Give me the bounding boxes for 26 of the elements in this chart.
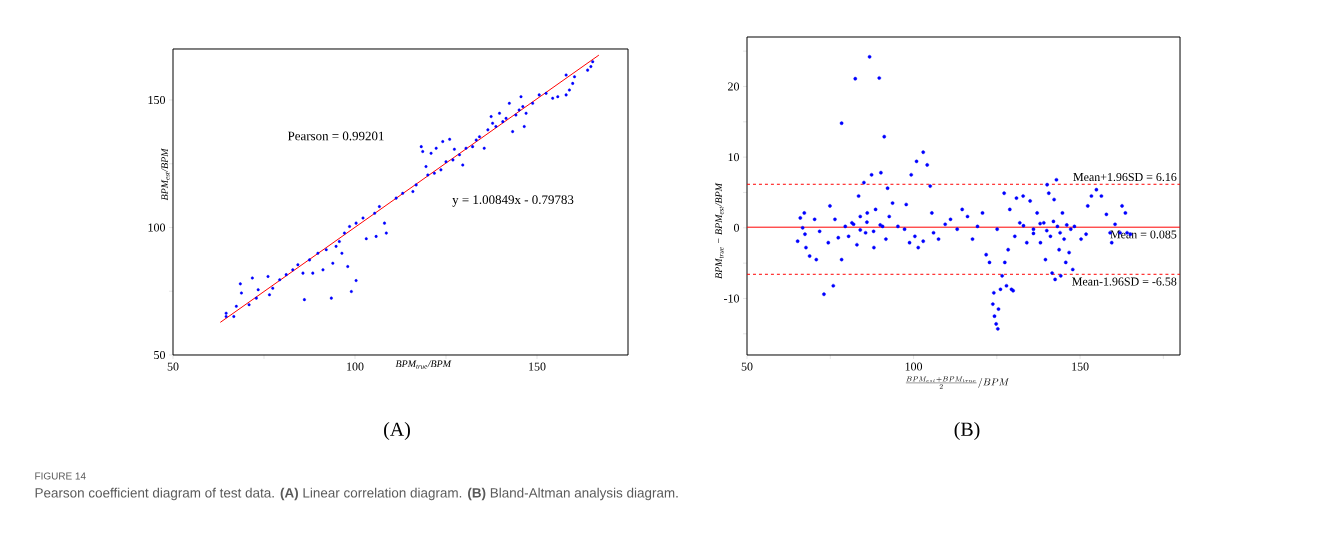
ref-line-label: Mean+1.96SD = 6.16 xyxy=(1073,172,1177,182)
x-tick-label: 150 xyxy=(529,362,546,371)
ref-line-label: Mean = 0.085 xyxy=(1110,230,1177,239)
text: Pearson coefficient diagram of test data. (A) Linear correlation diagram. (B) Bland-Altman analysis diagram. xyxy=(35,487,678,501)
y-tick-label: 0 xyxy=(733,223,740,232)
y-tick-label: 10 xyxy=(728,153,740,162)
ref-line-label: Mean-1.96SD = -6.58 xyxy=(1072,277,1177,286)
x-axis-title: $\frac{BPM_{est}+BPM_{true}}{2}/BPM$ xyxy=(905,376,1010,389)
text: (B) xyxy=(954,421,980,441)
annotation: Pearson = 0.99201 xyxy=(287,131,384,141)
text: (A) xyxy=(384,421,410,441)
x-tick-label: 150 xyxy=(1072,362,1089,371)
annotation: y = 1.00849x - 0.79783 xyxy=(452,195,574,207)
caption: FIGURE 14 xyxy=(35,472,86,480)
y-axis-title: BPM$_{true}$ − BPM$_{est}$/BPM xyxy=(715,182,724,279)
x-axis-title: BPM$_{true}$/BPM xyxy=(395,360,452,369)
x-tick-label: 100 xyxy=(347,362,364,371)
y-tick-label: 100 xyxy=(148,223,166,232)
y-tick-label: 20 xyxy=(728,82,740,91)
y-tick-label: 150 xyxy=(148,95,166,105)
x-tick-label: 50 xyxy=(741,362,753,371)
y-tick-label: -10 xyxy=(723,294,740,303)
x-tick-label: 100 xyxy=(905,362,923,371)
x-tick-label: 50 xyxy=(167,362,179,371)
y-axis-title: BPM$_{est}$/BPM xyxy=(161,148,170,201)
y-tick-label: 50 xyxy=(154,350,166,360)
